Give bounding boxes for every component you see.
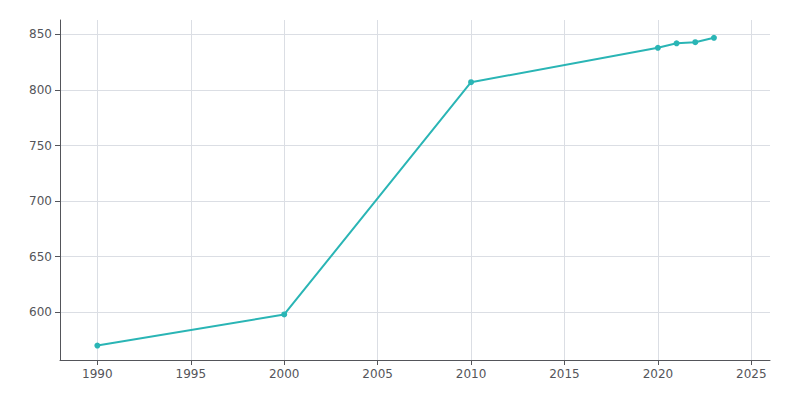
svg-text:700: 700 (29, 194, 52, 208)
svg-text:600: 600 (29, 305, 52, 319)
svg-text:2020: 2020 (643, 367, 674, 381)
svg-text:1995: 1995 (176, 367, 207, 381)
svg-text:2015: 2015 (549, 367, 580, 381)
svg-text:850: 850 (29, 27, 52, 41)
svg-text:2025: 2025 (736, 367, 767, 381)
svg-text:2005: 2005 (362, 367, 393, 381)
svg-text:650: 650 (29, 250, 52, 264)
svg-text:2000: 2000 (269, 367, 300, 381)
svg-text:750: 750 (29, 139, 52, 153)
svg-text:1990: 1990 (82, 367, 113, 381)
svg-text:2010: 2010 (456, 367, 487, 381)
svg-text:800: 800 (29, 83, 52, 97)
